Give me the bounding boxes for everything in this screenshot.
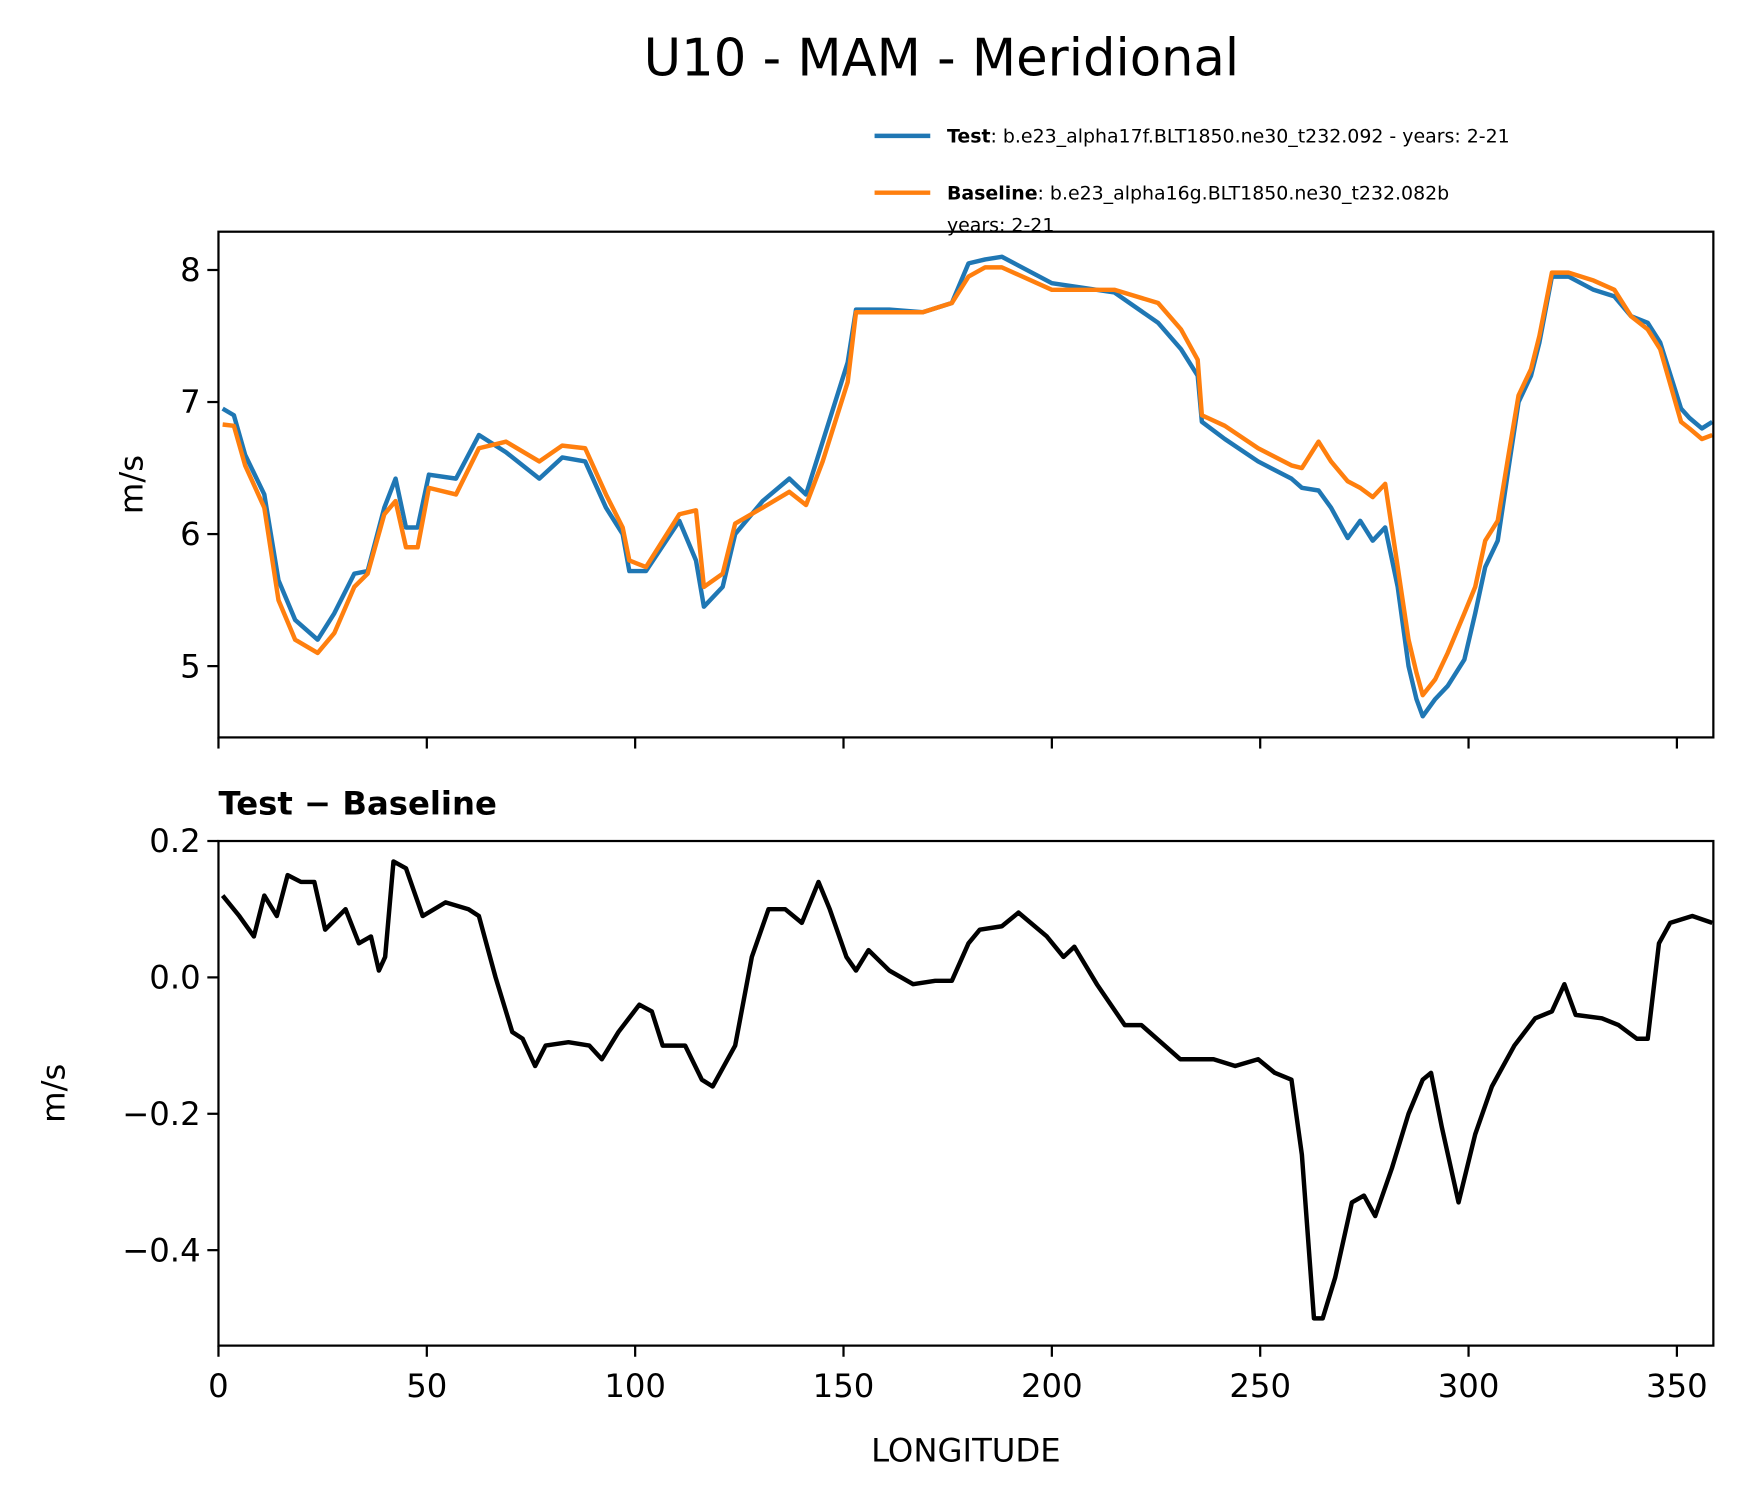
axes-frame bbox=[217, 230, 1715, 739]
legend-label: Test: b.e23_alpha17f.BLT1850.ne30_t232.0… bbox=[947, 126, 1510, 148]
y-tick-label: 6 bbox=[180, 515, 201, 553]
axes-frame bbox=[217, 839, 1715, 1347]
data-line bbox=[222, 265, 1714, 698]
x-tick-label: 300 bbox=[1438, 1367, 1500, 1405]
y-tick-label: 7 bbox=[180, 383, 201, 421]
x-tick-label: 0 bbox=[208, 1367, 229, 1405]
legend-name: Test bbox=[947, 126, 991, 148]
x-tick-label: 250 bbox=[1229, 1367, 1291, 1405]
x-tick-label: 150 bbox=[813, 1367, 875, 1405]
legend-description: years: 2-21 bbox=[947, 215, 1054, 237]
legend-label: Baseline: b.e23_alpha16g.BLT1850.ne30_t2… bbox=[947, 182, 1449, 236]
y-tick-label: 8 bbox=[180, 251, 201, 289]
x-tick-label: 100 bbox=[604, 1367, 666, 1405]
panel-title: Test − Baseline bbox=[218, 784, 496, 822]
y-axis-label: m/s bbox=[113, 455, 151, 514]
data-line bbox=[220, 859, 1714, 1321]
x-tick-label: 350 bbox=[1646, 1367, 1708, 1405]
y-tick-label: 0.0 bbox=[149, 959, 200, 997]
legend-description: : b.e23_alpha17f.BLT1850.ne30_t232.092 -… bbox=[991, 126, 1510, 148]
x-tick-label: 50 bbox=[406, 1367, 447, 1405]
x-axis-label: LONGITUDE bbox=[871, 1431, 1061, 1469]
y-tick-label: −0.2 bbox=[122, 1095, 200, 1133]
legend-name: Baseline bbox=[947, 182, 1038, 204]
x-tick-label: 200 bbox=[1021, 1367, 1083, 1405]
y-tick-label: 5 bbox=[180, 647, 201, 685]
legend-description: : b.e23_alpha16g.BLT1850.ne30_t232.082b bbox=[1038, 182, 1450, 204]
y-tick-label: 0.2 bbox=[149, 822, 200, 860]
y-tick-label: −0.4 bbox=[122, 1231, 200, 1269]
y-axis-label: m/s bbox=[35, 1064, 73, 1123]
chart-title: U10 - MAM - Meridional bbox=[644, 29, 1240, 89]
